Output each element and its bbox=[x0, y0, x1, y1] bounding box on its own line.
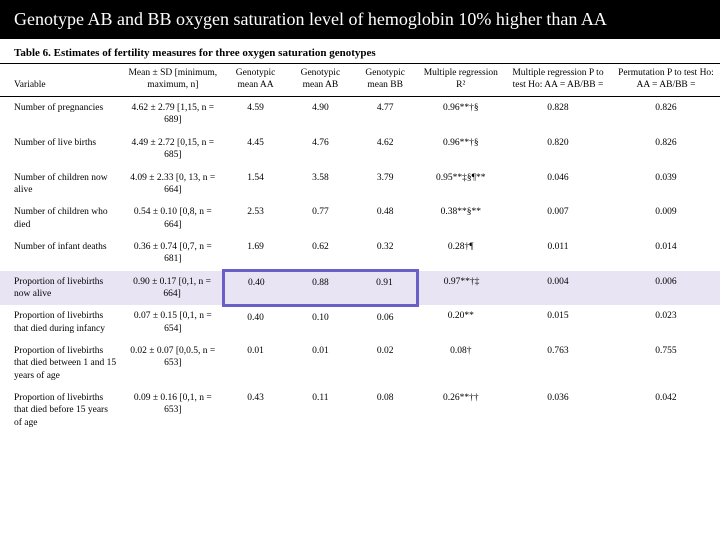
cell-mp: 0.046 bbox=[504, 167, 612, 202]
cell-mp: 0.004 bbox=[504, 271, 612, 306]
cell-ab: 0.88 bbox=[288, 271, 353, 306]
col-mean-sd: Mean ± SD [minimum, maximum, n] bbox=[122, 64, 223, 97]
cell-aa: 1.54 bbox=[223, 167, 288, 202]
cell-aa: 4.59 bbox=[223, 97, 288, 132]
table-row: Proportion of livebirths now alive0.90 ±… bbox=[0, 271, 720, 306]
table-row: Number of infant deaths0.36 ± 0.74 [0,7,… bbox=[0, 236, 720, 271]
cell-aa: 0.01 bbox=[223, 340, 288, 387]
cell-pp: 0.006 bbox=[612, 271, 720, 306]
cell-ab: 0.10 bbox=[288, 305, 353, 340]
cell-ab: 4.76 bbox=[288, 132, 353, 167]
cell-variable: Number of pregnancies bbox=[0, 97, 122, 132]
header-title: Genotype AB and BB oxygen saturation lev… bbox=[0, 0, 720, 39]
cell-variable: Number of children who died bbox=[0, 201, 122, 236]
col-mean-aa: Genotypic mean AA bbox=[223, 64, 288, 97]
cell-bb: 0.08 bbox=[353, 387, 418, 434]
cell-bb: 3.79 bbox=[353, 167, 418, 202]
cell-mp: 0.015 bbox=[504, 305, 612, 340]
cell-mean_sd: 4.09 ± 2.33 [0, 13, n = 664] bbox=[122, 167, 223, 202]
cell-mean_sd: 0.09 ± 0.16 [0,1, n = 653] bbox=[122, 387, 223, 434]
cell-r2: 0.08† bbox=[418, 340, 504, 387]
cell-mean_sd: 0.07 ± 0.15 [0,1, n = 654] bbox=[122, 305, 223, 340]
col-perm-p: Permutation P to test Ho: AA = AB/BB = bbox=[612, 64, 720, 97]
cell-bb: 0.06 bbox=[353, 305, 418, 340]
table-row: Proportion of livebirths that died durin… bbox=[0, 305, 720, 340]
col-mult-p: Multiple regression P to test Ho: AA = A… bbox=[504, 64, 612, 97]
cell-variable: Proportion of livebirths that died befor… bbox=[0, 387, 122, 434]
col-mult-r2: Multiple regression R² bbox=[418, 64, 504, 97]
cell-mean_sd: 4.49 ± 2.72 [0,15, n = 685] bbox=[122, 132, 223, 167]
cell-bb: 0.48 bbox=[353, 201, 418, 236]
table-row: Number of live births4.49 ± 2.72 [0,15, … bbox=[0, 132, 720, 167]
cell-r2: 0.20** bbox=[418, 305, 504, 340]
cell-pp: 0.826 bbox=[612, 132, 720, 167]
cell-variable: Proportion of livebirths that died durin… bbox=[0, 305, 122, 340]
cell-variable: Proportion of livebirths that died betwe… bbox=[0, 340, 122, 387]
cell-variable: Proportion of livebirths now alive bbox=[0, 271, 122, 306]
cell-mp: 0.828 bbox=[504, 97, 612, 132]
cell-ab: 0.62 bbox=[288, 236, 353, 271]
cell-ab: 3.58 bbox=[288, 167, 353, 202]
cell-aa: 0.40 bbox=[223, 305, 288, 340]
cell-pp: 0.023 bbox=[612, 305, 720, 340]
cell-r2: 0.96**†§ bbox=[418, 97, 504, 132]
cell-r2: 0.95**‡§¶** bbox=[418, 167, 504, 202]
cell-pp: 0.826 bbox=[612, 97, 720, 132]
cell-mean_sd: 4.62 ± 2.79 [1,15, n = 689] bbox=[122, 97, 223, 132]
cell-r2: 0.96**†§ bbox=[418, 132, 504, 167]
cell-variable: Number of infant deaths bbox=[0, 236, 122, 271]
cell-ab: 0.11 bbox=[288, 387, 353, 434]
cell-mp: 0.820 bbox=[504, 132, 612, 167]
col-variable: Variable bbox=[0, 64, 122, 97]
cell-aa: 4.45 bbox=[223, 132, 288, 167]
fertility-table: Variable Mean ± SD [minimum, maximum, n]… bbox=[0, 63, 720, 434]
cell-bb: 0.02 bbox=[353, 340, 418, 387]
cell-mp: 0.011 bbox=[504, 236, 612, 271]
cell-bb: 4.62 bbox=[353, 132, 418, 167]
cell-r2: 0.38**§** bbox=[418, 201, 504, 236]
cell-mean_sd: 0.54 ± 0.10 [0,8, n = 664] bbox=[122, 201, 223, 236]
cell-aa: 0.43 bbox=[223, 387, 288, 434]
cell-bb: 0.91 bbox=[353, 271, 418, 306]
table-row: Number of children who died0.54 ± 0.10 [… bbox=[0, 201, 720, 236]
cell-pp: 0.039 bbox=[612, 167, 720, 202]
cell-r2: 0.97**†‡ bbox=[418, 271, 504, 306]
cell-pp: 0.042 bbox=[612, 387, 720, 434]
table-row: Number of children now alive4.09 ± 2.33 … bbox=[0, 167, 720, 202]
cell-mp: 0.763 bbox=[504, 340, 612, 387]
cell-mean_sd: 0.36 ± 0.74 [0,7, n = 681] bbox=[122, 236, 223, 271]
cell-r2: 0.26**†† bbox=[418, 387, 504, 434]
cell-mp: 0.036 bbox=[504, 387, 612, 434]
cell-ab: 4.90 bbox=[288, 97, 353, 132]
table-row: Number of pregnancies4.62 ± 2.79 [1,15, … bbox=[0, 97, 720, 132]
cell-pp: 0.014 bbox=[612, 236, 720, 271]
cell-mean_sd: 0.02 ± 0.07 [0,0.5, n = 653] bbox=[122, 340, 223, 387]
table-row: Proportion of livebirths that died befor… bbox=[0, 387, 720, 434]
cell-aa: 0.40 bbox=[223, 271, 288, 306]
cell-r2: 0.28†¶ bbox=[418, 236, 504, 271]
table-row: Proportion of livebirths that died betwe… bbox=[0, 340, 720, 387]
cell-mp: 0.007 bbox=[504, 201, 612, 236]
table-caption: Table 6. Estimates of fertility measures… bbox=[0, 39, 720, 63]
cell-aa: 1.69 bbox=[223, 236, 288, 271]
cell-aa: 2.53 bbox=[223, 201, 288, 236]
cell-ab: 0.01 bbox=[288, 340, 353, 387]
cell-variable: Number of live births bbox=[0, 132, 122, 167]
cell-bb: 4.77 bbox=[353, 97, 418, 132]
cell-pp: 0.009 bbox=[612, 201, 720, 236]
col-mean-bb: Genotypic mean BB bbox=[353, 64, 418, 97]
cell-mean_sd: 0.90 ± 0.17 [0,1, n = 664] bbox=[122, 271, 223, 306]
cell-ab: 0.77 bbox=[288, 201, 353, 236]
cell-bb: 0.32 bbox=[353, 236, 418, 271]
col-mean-ab: Genotypic mean AB bbox=[288, 64, 353, 97]
cell-variable: Number of children now alive bbox=[0, 167, 122, 202]
cell-pp: 0.755 bbox=[612, 340, 720, 387]
